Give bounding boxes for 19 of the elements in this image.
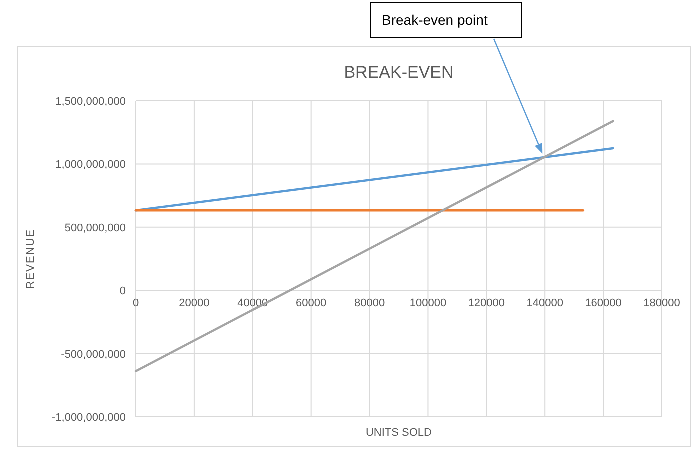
x-tick-label: 100000 bbox=[410, 298, 447, 310]
x-tick-label: 0 bbox=[132, 298, 140, 310]
y-tick-label: 1,500,000,000 bbox=[56, 96, 126, 108]
y-tick-label: -1,000,000,000 bbox=[52, 412, 126, 424]
y-tick-label: 1,000,000,000 bbox=[56, 159, 126, 172]
x-tick-label: 120000 bbox=[468, 298, 506, 310]
x-tick-label: 140000 bbox=[526, 298, 564, 310]
x-tick-label: 160000 bbox=[585, 298, 622, 310]
y-tick-label: 500,000,000 bbox=[64, 222, 126, 234]
x-tick-label: 20000 bbox=[179, 298, 210, 310]
x-tick-label: 180000 bbox=[644, 298, 680, 310]
chart-title: BREAK-EVEN bbox=[344, 63, 454, 82]
x-tick-label: 80000 bbox=[354, 298, 386, 310]
x-tick-label: 60000 bbox=[296, 298, 327, 310]
text: Break-even point bbox=[382, 12, 488, 28]
x-axis-title: UNITS SOLD bbox=[366, 427, 432, 439]
y-axis-title: REVENUE bbox=[25, 228, 37, 290]
y-tick-label: 0 bbox=[120, 286, 126, 298]
y-tick-label: -500,000,000 bbox=[61, 348, 126, 361]
